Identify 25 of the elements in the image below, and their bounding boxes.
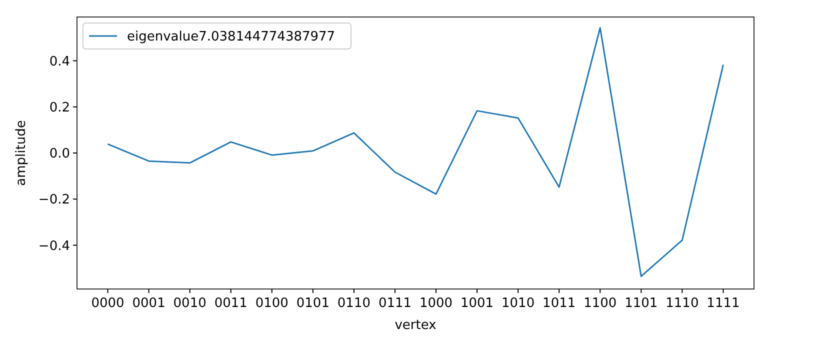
x-tick-label: 0110 — [337, 296, 370, 311]
x-tick-label: 0100 — [255, 296, 288, 311]
x-tick-label: 1110 — [666, 296, 699, 311]
x-tick-label: 1001 — [460, 296, 494, 311]
y-tick-label: −0.4 — [38, 238, 70, 254]
x-tick-label: 1101 — [624, 296, 658, 311]
x-tick-label: 0000 — [91, 296, 124, 311]
x-tick-label: 0101 — [296, 296, 330, 311]
x-tick-label: 1010 — [502, 296, 535, 311]
x-tick-label: 0011 — [214, 296, 248, 311]
x-axis-title: vertex — [394, 318, 437, 333]
x-tick-label: 1000 — [419, 296, 453, 311]
y-tick-label: −0.2 — [38, 192, 70, 208]
y-tick-label: 0.0 — [49, 146, 70, 162]
y-tick-label: 0.4 — [49, 54, 70, 70]
y-axis-title: amplitude — [14, 120, 29, 186]
x-tick-label: 0111 — [378, 296, 412, 311]
x-tick-label: 1111 — [706, 296, 740, 311]
x-tick-label: 0001 — [132, 296, 166, 311]
legend-label: eigenvalue7.038144774387977 — [127, 30, 336, 45]
y-tick-label: 0.2 — [49, 100, 70, 116]
x-tick-label: 1011 — [542, 296, 576, 311]
x-tick-label: 1100 — [584, 296, 617, 311]
line-series — [107, 27, 724, 278]
x-tick-label: 0010 — [173, 296, 206, 311]
